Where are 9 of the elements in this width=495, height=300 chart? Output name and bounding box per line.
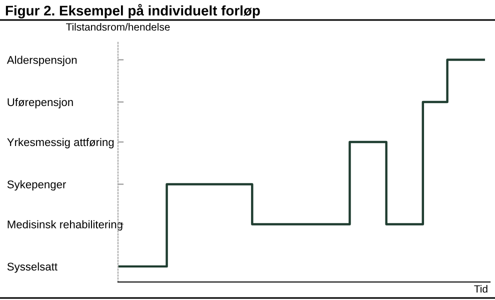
text: Tid — [474, 285, 488, 293]
category-label: Sykepenger — [7, 180, 66, 191]
chart-title: Figur 2. Eksempel på individuelt forløp — [6, 4, 260, 18]
category-label: Alderspensjon — [6, 56, 77, 66]
category-label: Medisinsk rehabilitering — [8, 220, 122, 231]
category-label: Uførepensjon — [8, 98, 73, 108]
y-axis-title: Tilstandsrom/hendelse — [66, 23, 170, 31]
category-label: Yrkesmessig attføring — [7, 138, 114, 148]
category-label: Sysselsatt — [7, 262, 58, 273]
